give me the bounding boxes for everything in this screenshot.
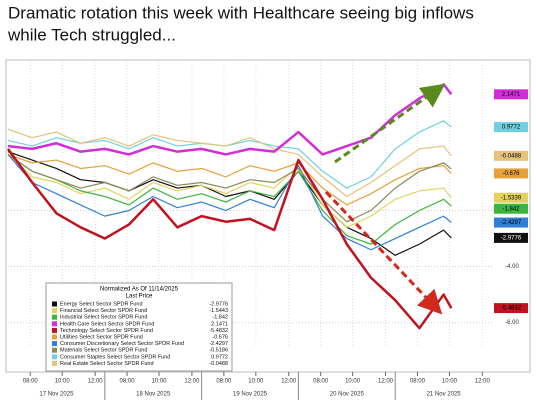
legend-swatch — [52, 347, 57, 353]
x-tick-label: 12:00 — [88, 379, 104, 385]
legend-swatch — [52, 327, 57, 333]
legend-label: Health Care Select Sector SPDR Fund — [60, 321, 154, 327]
series-line — [7, 154, 452, 228]
up-arrow — [334, 83, 446, 164]
series-line — [7, 151, 452, 256]
legend-label: Consumer Staples Select Sector SPDR Fund — [60, 354, 170, 360]
series-line — [7, 153, 452, 245]
legend-swatch — [52, 301, 57, 307]
end-label: 0.9772 — [502, 125, 521, 131]
end-label-box — [494, 122, 528, 133]
x-tick-label: 08:00 — [23, 379, 39, 385]
end-label-box — [494, 168, 528, 179]
legend-label: Energy Select Sector SPDR Fund — [60, 301, 143, 307]
legend-label: Real Estate Select Sector SPDR Fund — [60, 361, 154, 367]
legend-swatch — [52, 308, 57, 314]
legend-swatch — [52, 360, 57, 366]
x-tick-label: 12:00 — [184, 379, 200, 385]
series-line — [7, 153, 452, 223]
legend-value: -5.4832 — [209, 328, 228, 334]
x-tick-label: 10:00 — [152, 379, 168, 385]
legend-value: 2.1471 — [211, 321, 228, 327]
legend-label: Consumer Discretionary Select Sector SPD… — [60, 341, 184, 347]
y-tick-label: -6.00 — [505, 320, 519, 326]
end-label-box — [494, 192, 528, 203]
legend-box — [45, 282, 233, 372]
legend-value: -1.842 — [212, 315, 228, 321]
x-tick-label: 12:00 — [378, 379, 394, 385]
end-label-box — [494, 203, 528, 214]
end-label-box — [494, 217, 528, 228]
x-tick-label: 08:00 — [410, 379, 426, 385]
legend-swatch — [52, 334, 57, 340]
series-line — [7, 153, 452, 206]
down-arrow — [324, 190, 443, 315]
x-tick-label: 08:00 — [216, 379, 232, 385]
legend-label: Utilities Select Sector SPDR Fund — [60, 334, 143, 340]
series-line — [6, 148, 453, 330]
legend-label: Materials Select Sector SPDR Fund — [60, 348, 147, 354]
end-label: -2.9776 — [501, 235, 522, 241]
chart-title: Dramatic rotation this week with Healthc… — [8, 3, 474, 22]
x-tick-label: 12:00 — [475, 379, 491, 385]
legend-value: -0.5186 — [209, 348, 228, 354]
legend-swatch — [52, 341, 57, 347]
legend: Normalized As Of 11/14/2025 Last Price E… — [45, 282, 233, 372]
x-tick-label: 08:00 — [313, 379, 329, 385]
legend-value: -0.0488 — [209, 361, 228, 367]
legend-value: -2.4297 — [209, 341, 228, 347]
x-tick-label: 10:00 — [248, 379, 264, 385]
series-line — [7, 83, 453, 156]
end-label: -5.4832 — [501, 306, 522, 312]
legend-swatch — [52, 314, 57, 320]
x-tick-label: 12:00 — [281, 379, 297, 385]
x-tick-label: 10:00 — [345, 379, 361, 385]
x-tick-label: 08:00 — [120, 379, 136, 385]
legend-label: Financial Select Sector SPDR Fund — [60, 308, 147, 314]
legend-title: Normalized As Of 11/14/2025 — [100, 287, 179, 293]
end-label: 2.1471 — [502, 92, 521, 98]
end-label: -1.842 — [502, 206, 520, 212]
end-label-box — [494, 89, 528, 100]
day-label: 19 Nov 2025 — [233, 392, 268, 398]
legend-label: Industrial Select Sector SPDR Fund — [60, 315, 147, 321]
legend-swatch — [52, 354, 57, 360]
legend-value: -1.5443 — [209, 308, 228, 314]
series-line — [7, 154, 452, 251]
end-label-box — [494, 232, 528, 243]
x-tick-label: 10:00 — [55, 379, 71, 385]
end-label: -0.676 — [502, 171, 520, 177]
y-tick-label: -4.00 — [505, 264, 519, 270]
day-label: 18 Nov 2025 — [136, 392, 171, 398]
end-label: -0.0488 — [501, 153, 522, 159]
legend-swatch — [52, 321, 57, 327]
legend-value: -2.9776 — [209, 301, 228, 307]
day-label: 21 Nov 2025 — [427, 392, 462, 398]
series-line — [7, 128, 452, 198]
legend-value: 0.9772 — [211, 354, 228, 360]
x-tick-label: 10:00 — [442, 379, 458, 385]
end-label-box — [494, 303, 528, 314]
legend-value: -0.676 — [212, 334, 228, 340]
end-label: -2.4297 — [501, 220, 522, 226]
chart-title: while Tech struggled... — [7, 25, 176, 44]
day-label: 17 Nov 2025 — [39, 392, 74, 398]
legend-subtitle: Last Price — [126, 294, 153, 300]
end-label: -1.5339 — [501, 195, 522, 201]
end-label-box — [494, 150, 528, 161]
day-label: 20 Nov 2025 — [330, 392, 365, 398]
legend-label: Technology Select Sector SPDR Fund — [60, 328, 153, 334]
